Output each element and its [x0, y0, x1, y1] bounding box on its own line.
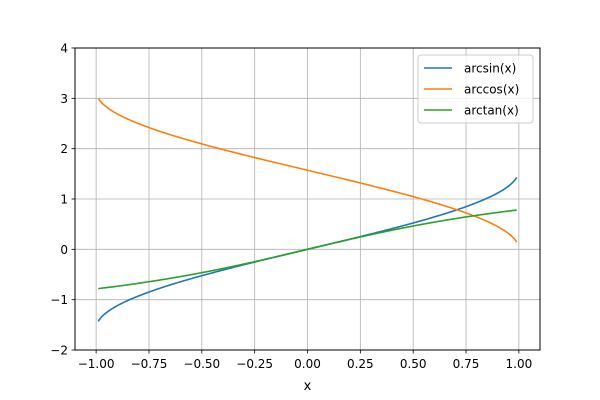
x-tick-label: 0.00: [294, 357, 321, 371]
y-tick-label: 0: [60, 243, 68, 257]
x-tick-label: −0.25: [236, 357, 273, 371]
y-tick-label: 2: [60, 142, 68, 156]
line-arctan: [98, 209, 517, 290]
grid-lines: [75, 47, 540, 351]
legend-label: arctan(x): [464, 104, 519, 118]
legend: arcsin(x) arccos(x) arctan(x): [417, 54, 534, 124]
x-tick-label: −0.75: [131, 357, 168, 371]
y-axis-ticks: −2 −1 0 1 2 3 4: [50, 42, 75, 358]
legend-box: [417, 54, 534, 124]
y-tick-label: −2: [50, 344, 68, 358]
y-tick-label: 3: [60, 92, 68, 106]
y-tick-label: 4: [60, 42, 68, 56]
legend-label: arccos(x): [464, 83, 519, 97]
x-tick-label: −1.00: [78, 357, 115, 371]
legend-label: arcsin(x): [464, 62, 516, 76]
x-tick-label: 0.25: [347, 357, 374, 371]
plot-lines: [97, 97, 518, 322]
x-axis-ticks: −1.00 −0.75 −0.50 −0.25 0.00 0.25 0.50 0.75 1.00: [78, 350, 532, 371]
y-tick-label: 1: [60, 193, 68, 207]
y-tick-label: −1: [50, 293, 68, 307]
x-tick-label: 1.00: [506, 357, 533, 371]
x-tick-label: 0.75: [453, 357, 480, 371]
x-tick-label: 0.50: [400, 357, 427, 371]
x-tick-label: −0.50: [183, 357, 220, 371]
x-axis-label: x: [304, 379, 312, 394]
line-arccos: [97, 97, 518, 243]
